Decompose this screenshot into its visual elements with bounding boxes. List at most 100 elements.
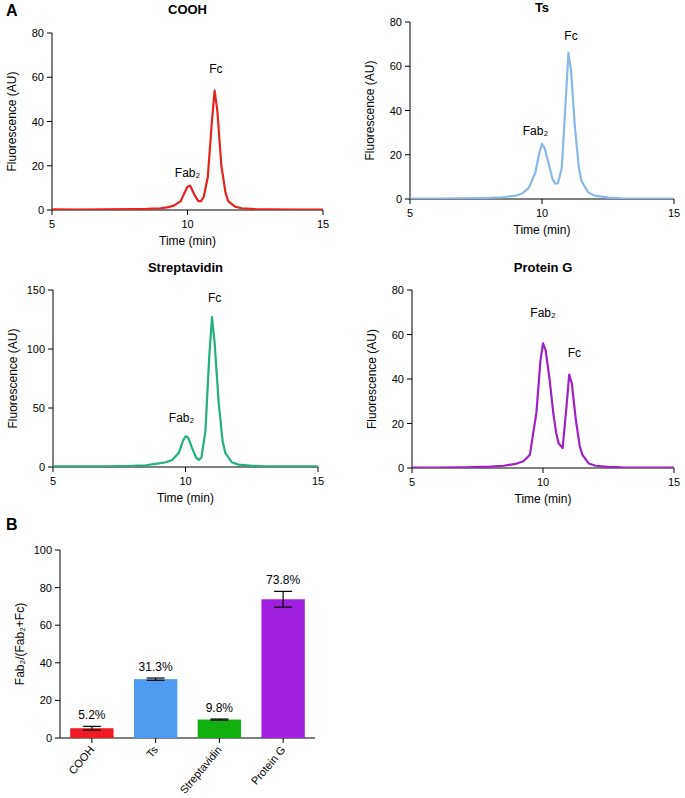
x-tick (187, 210, 188, 215)
error-cap (274, 591, 292, 592)
panel-label: B (6, 516, 18, 533)
x-axis-label: Time (min) (159, 234, 216, 248)
annotation: Fc (568, 346, 581, 360)
x-tick (219, 738, 220, 743)
y-tick (405, 22, 410, 23)
x-tick (155, 738, 156, 743)
error-bar (147, 678, 165, 680)
x-tick-label: 10 (536, 207, 548, 219)
x-tick (53, 467, 54, 472)
y-tick-label: 80 (32, 27, 44, 39)
plot-area (412, 343, 674, 467)
error-cap (147, 677, 165, 678)
y-tick (405, 199, 410, 200)
y-tick-label: 20 (390, 149, 402, 161)
y-tick-label: 80 (390, 16, 402, 28)
y-tick-label: 0 (39, 461, 45, 473)
bar (134, 679, 177, 738)
plot-area (410, 53, 674, 199)
y-tick (47, 33, 52, 34)
x-tick-label: 10 (179, 475, 191, 487)
x-tick-label: 5 (407, 207, 413, 219)
error-cap (274, 607, 292, 608)
chart-title: Protein G (514, 260, 573, 275)
x-tick (318, 467, 319, 472)
chart-title: Ts (535, 0, 549, 15)
y-tick (55, 550, 60, 551)
y-tick (48, 290, 53, 291)
line-chart: COOH020406080Fluorescence (AU)51015Time … (5, 2, 329, 248)
data-label: 9.8% (206, 701, 234, 715)
y-tick (47, 210, 52, 211)
bar (198, 720, 241, 738)
x-tick-label: Ts (144, 743, 161, 760)
x-tick-label: 15 (668, 207, 680, 219)
data-label: 31.3% (139, 660, 173, 674)
x-tick (410, 199, 411, 204)
y-tick (47, 77, 52, 78)
annotation: Fab₂ (530, 306, 556, 320)
y-tick-label: 40 (32, 116, 44, 128)
figure: A B COOH 0 20 40 60 80 Fluorescence (AU) 5 10 15 Tim… (0, 0, 685, 798)
line-series (53, 317, 318, 466)
x-tick-label: 15 (668, 476, 680, 488)
y-tick-label: 0 (396, 193, 402, 205)
y-tick-label: 0 (46, 732, 52, 744)
line-series (52, 91, 323, 210)
y-tick-label: 20 (32, 160, 44, 172)
y-tick-label: 20 (392, 418, 404, 430)
error-cap (210, 720, 228, 721)
error-cap (210, 718, 228, 719)
error-stem (283, 591, 284, 607)
y-axis-label: Fluorescence (AU) (6, 328, 20, 428)
x-tick (412, 468, 413, 473)
y-tick-label: 100 (34, 544, 52, 556)
x-tick-label: 5 (50, 475, 56, 487)
y-tick (405, 110, 410, 111)
plot-area (53, 317, 318, 466)
annotation: Fab₂ (175, 166, 201, 180)
y-tick (407, 468, 412, 469)
line-chart: Protein G020406080Fluorescence (AU)51015… (365, 260, 680, 506)
error-bar (274, 591, 292, 607)
annotation: Fc (208, 291, 221, 305)
error-bar (83, 726, 101, 730)
x-tick-label: COOH (66, 744, 96, 777)
annotation: Fab₂ (169, 411, 195, 425)
data-label: 73.8% (266, 573, 300, 587)
y-tick-label: 50 (33, 402, 45, 414)
y-tick (48, 408, 53, 409)
y-tick-label: 100 (27, 343, 45, 355)
x-tick (91, 738, 92, 743)
y-tick-label: 40 (390, 105, 402, 117)
y-tick (47, 121, 52, 122)
bar (261, 599, 304, 738)
x-axis-label: Time (min) (514, 223, 571, 237)
y-tick-label: 150 (27, 284, 45, 296)
error-cap (83, 726, 101, 727)
x-tick-label: 5 (49, 218, 55, 230)
plot-area (70, 591, 305, 738)
line-series (410, 53, 674, 199)
y-tick (55, 625, 60, 626)
panel-label: A (6, 2, 18, 19)
y-tick (55, 662, 60, 663)
y-tick (47, 165, 52, 166)
data-label: 5.2% (78, 708, 106, 722)
error-bar (210, 719, 228, 720)
y-tick-label: 60 (32, 71, 44, 83)
x-tick (283, 738, 284, 743)
y-tick (407, 379, 412, 380)
y-tick-label: 0 (398, 462, 404, 474)
y-tick-label: 80 (392, 284, 404, 296)
y-tick-label: 20 (40, 694, 52, 706)
x-tick-label: Streptavidin (177, 744, 224, 796)
y-tick (48, 349, 53, 350)
error-cap (83, 730, 101, 731)
bar-chart: 020406080100Fab₂/(Fab₂+Fc)5.2%COOH31.3%T… (13, 544, 315, 796)
x-axis-label: Time (min) (157, 491, 214, 505)
x-tick (542, 199, 543, 204)
x-tick (674, 199, 675, 204)
y-tick (407, 290, 412, 291)
y-axis-line (60, 550, 61, 738)
